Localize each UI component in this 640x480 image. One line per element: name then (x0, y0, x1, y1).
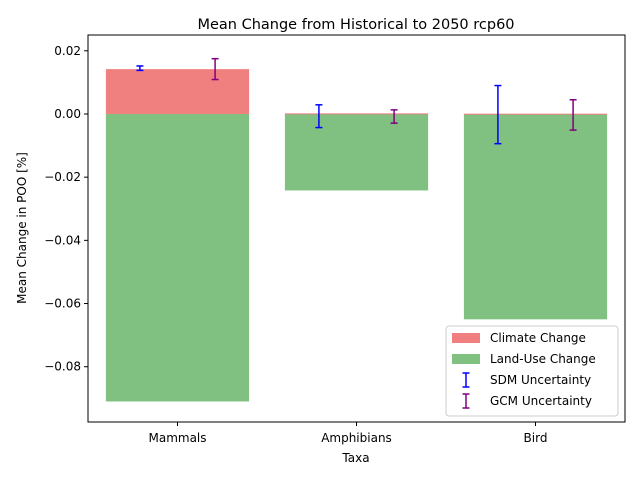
y-tick-label: 0.02 (54, 44, 81, 58)
legend-label-land-use-change: Land-Use Change (490, 352, 596, 366)
legend-label-sdm-uncertainty: SDM Uncertainty (490, 373, 591, 387)
y-tick-label: 0.00 (54, 107, 81, 121)
x-tick-label-mammals: Mammals (148, 431, 206, 445)
legend-swatch-climate-change (452, 333, 480, 343)
legend-label-climate-change: Climate Change (490, 331, 586, 345)
x-tick-label-bird: Bird (524, 431, 548, 445)
x-axis-label: Taxa (341, 451, 369, 465)
legend-swatch-land-use-change (452, 354, 480, 364)
land-use-bar-mammals (105, 113, 250, 402)
y-tick-label: −0.08 (44, 360, 81, 374)
x-tick-label-amphibians: Amphibians (321, 431, 392, 445)
climate-bar-mammals (105, 69, 250, 114)
plot-area: −0.08 −0.06 −0.04 −0.02 0.00 0.02 Mammals Amphi… (44, 34, 626, 445)
legend-box (445, 325, 619, 417)
y-tick-label: −0.04 (44, 233, 81, 247)
y-tick-label: −0.06 (44, 297, 81, 311)
y-tick-label: −0.02 (44, 170, 81, 184)
chart-title: Mean Change from Historical to 2050 rcp6… (197, 17, 514, 33)
land-use-bar-bird (463, 113, 608, 320)
climate-bar-amphibians (284, 113, 429, 115)
climate-bar-bird (463, 113, 608, 115)
y-axis-label: Mean Change in POO [%] (15, 152, 29, 304)
legend: Climate Change Land-Use Change SDM Uncerta… (445, 325, 619, 417)
land-use-bar-amphibians (284, 113, 429, 191)
legend-label-gcm-uncertainty: GCM Uncertainty (490, 394, 592, 408)
